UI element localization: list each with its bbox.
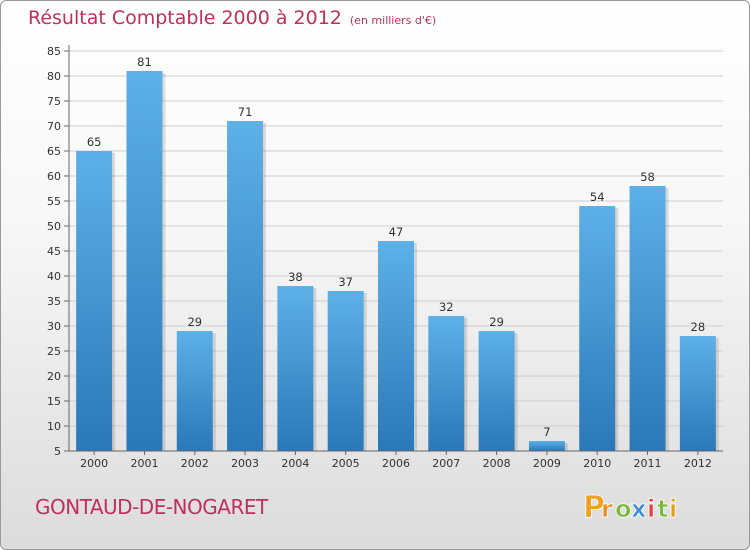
data-label: 28 [691, 320, 706, 334]
logo-letter: x [631, 495, 647, 523]
y-tick-label: 5 [54, 445, 61, 458]
bar-2006 [378, 241, 414, 451]
chart-unit: (en milliers d'€) [349, 14, 437, 27]
data-label: 65 [87, 135, 102, 149]
x-tick-label: 2012 [684, 457, 712, 470]
bar-2009 [528, 441, 565, 451]
y-tick-label: 25 [47, 345, 61, 358]
bar-2011 [629, 186, 666, 451]
x-tick-label: 2010 [583, 457, 611, 470]
axes: 5 10 15 20 25 30 35 40 45 50 55 60 65 70 75 80 85 2000 200… [47, 45, 723, 470]
y-tick-label: 80 [47, 70, 61, 83]
y-tick-label: 70 [47, 120, 61, 133]
y-tick-label: 30 [47, 320, 61, 333]
data-label: 29 [187, 315, 202, 329]
y-tick-label: 20 [47, 370, 61, 383]
y-tick-label: 40 [47, 270, 61, 283]
y-tick-label: 60 [47, 170, 61, 183]
bars: 65 81 29 71 38 37 47 32 29 7 54 58 28 [76, 55, 719, 451]
y-tick-label: 10 [47, 420, 61, 433]
bar-2010 [579, 206, 616, 451]
y-tick-label: 65 [47, 145, 61, 158]
bar-2005 [327, 291, 364, 451]
bar-2001 [126, 71, 163, 451]
x-tick-label: 2002 [181, 457, 209, 470]
data-label: 47 [389, 225, 404, 239]
bar-2008 [478, 331, 515, 451]
x-tick-label: 2006 [382, 457, 410, 470]
logo-letter: P [583, 490, 605, 525]
data-label: 29 [489, 315, 504, 329]
x-tick-label: 2004 [281, 457, 309, 470]
chart-title: Résultat Comptable 2000 à 2012 (en millie… [28, 7, 436, 29]
logo-letter: o [615, 495, 632, 523]
y-tick-label: 35 [47, 295, 61, 308]
data-label: 38 [288, 270, 303, 284]
bar-2007 [428, 316, 465, 451]
logo-letter: t [657, 495, 668, 523]
data-label: 32 [439, 300, 454, 314]
logo-letter: r [601, 495, 613, 523]
data-label: 37 [338, 275, 353, 289]
bar-2000 [76, 151, 113, 451]
x-tick-label: 2011 [634, 457, 662, 470]
data-label: 7 [543, 425, 550, 439]
x-tick-label: 2000 [80, 457, 108, 470]
data-label: 81 [137, 55, 152, 69]
bar-2004 [277, 286, 314, 451]
x-tick-label: 2009 [533, 457, 561, 470]
data-label: 54 [590, 190, 605, 204]
x-tick-label: 2008 [483, 457, 511, 470]
bar-2012 [679, 336, 716, 451]
data-label: 71 [238, 105, 253, 119]
y-tick-label: 75 [47, 95, 61, 108]
x-tick-label: 2001 [130, 457, 158, 470]
x-tick-label: 2003 [231, 457, 259, 470]
y-tick-label: 85 [47, 45, 61, 58]
data-label: 58 [640, 170, 655, 184]
logo-letter: i [647, 495, 655, 523]
x-tick-label: 2007 [432, 457, 460, 470]
y-tick-label: 50 [47, 220, 61, 233]
y-tick-label: 15 [47, 395, 61, 408]
chart-title-text: Résultat Comptable 2000 à 2012 [28, 7, 342, 29]
y-tick-label: 55 [47, 195, 61, 208]
city-name: GONTAUD-DE-NOGARET [35, 495, 268, 519]
proxiti-logo-image: Pr o x i t i [583, 490, 678, 526]
bar-2002 [176, 331, 213, 451]
y-tick-label: 45 [47, 245, 61, 258]
bar-2003 [227, 121, 264, 451]
x-tick-label: 2005 [332, 457, 360, 470]
logo-letter: i [669, 495, 677, 523]
